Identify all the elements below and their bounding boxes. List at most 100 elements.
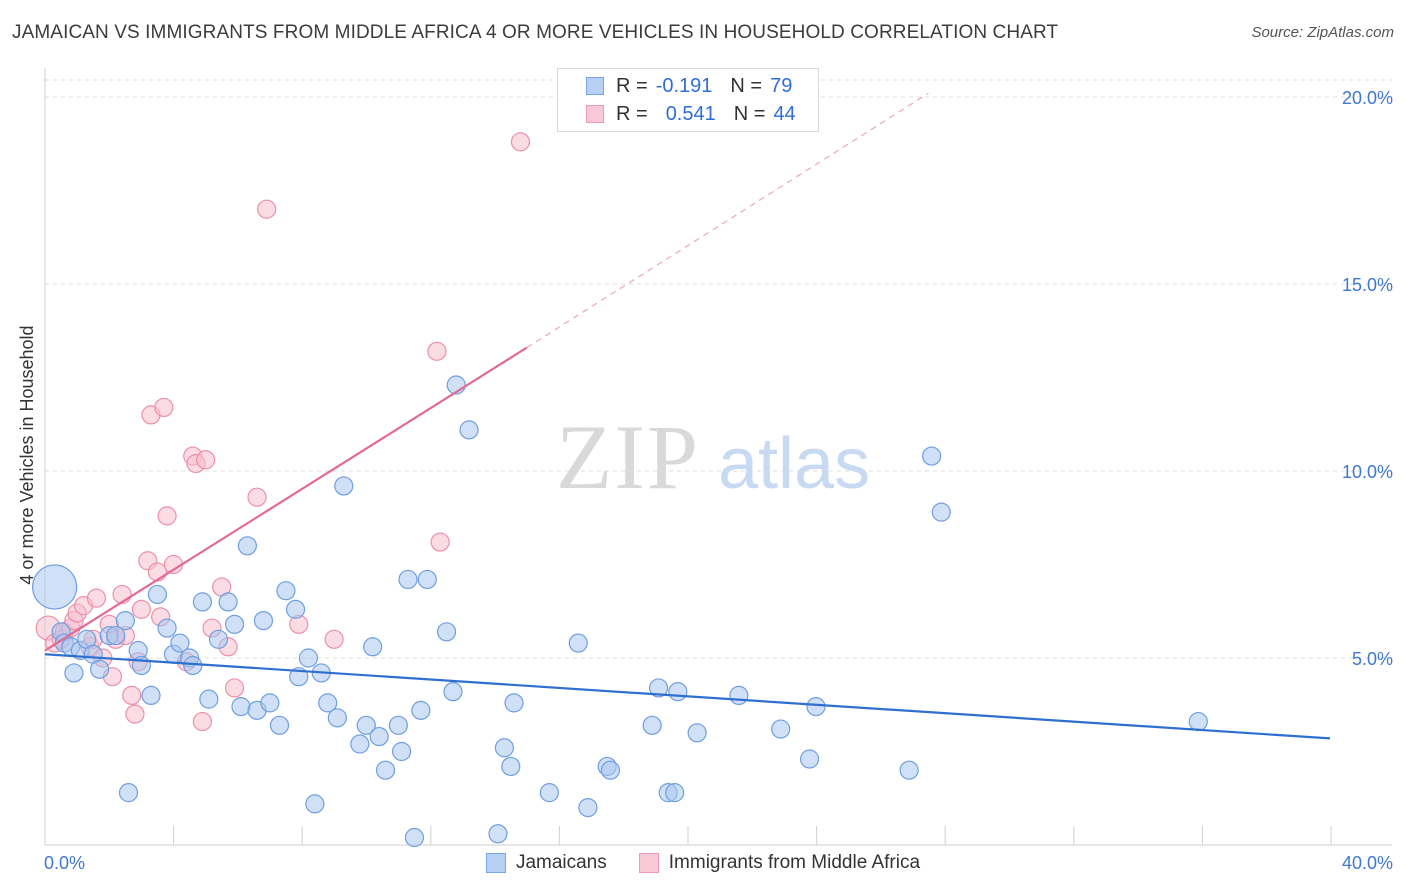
jamaicans-point [539, 783, 559, 803]
jamaicans-point [237, 536, 257, 556]
middle-africa-point [131, 599, 151, 619]
jamaicans-point [208, 629, 229, 649]
middle-africa-point [157, 506, 177, 526]
n-value: 79 [770, 74, 793, 97]
jamaicans-point [183, 655, 203, 676]
jamaicans-point [771, 719, 791, 739]
watermark-zip: ZIP [556, 406, 700, 508]
jamaicans-point [334, 476, 354, 496]
jamaicans-point [253, 610, 274, 631]
jamaicans-point [106, 625, 126, 646]
jamaicans-point [931, 502, 951, 522]
jamaicans-point [199, 689, 219, 709]
jamaicans-point [363, 637, 383, 657]
y-tick-label: 20.0% [1342, 88, 1393, 108]
jamaicans-point [115, 610, 135, 631]
middle-africa-point [86, 588, 107, 608]
source-credit: Source: ZipAtlas.com [1251, 24, 1394, 41]
middle-africa-point [257, 199, 277, 219]
middle-africa-point [324, 629, 344, 649]
jamaicans-point [32, 564, 78, 610]
x-tick-label-max: 40.0% [1342, 853, 1393, 873]
chart-title: JAMAICAN VS IMMIGRANTS FROM MIDDLE AFRIC… [12, 22, 1059, 43]
jamaicans-point [600, 760, 621, 780]
jamaicans-point [578, 797, 598, 818]
jamaicans-point [192, 592, 213, 612]
jamaicans-point [648, 678, 669, 698]
jamaicans-point [642, 715, 662, 735]
n-label: N = [730, 74, 763, 97]
jamaicans-point [147, 584, 168, 605]
legend-row-middle-africa: R = 0.541 N = 44 [586, 101, 796, 127]
jamaicans-point [141, 685, 161, 706]
jamaicans-point [356, 715, 376, 735]
y-tick-label: 15.0% [1342, 275, 1393, 295]
r-value: 0.541 [665, 102, 716, 125]
middle-africa-trend-line [44, 346, 528, 652]
jamaicans-trend-line [44, 653, 1331, 740]
jamaicans-point [398, 569, 418, 590]
middle-africa-point [125, 704, 145, 724]
jamaicans-point [218, 592, 238, 612]
series-legend: Jamaicans Immigrants from Middle Africa [0, 852, 1406, 874]
jamaicans-point [459, 420, 479, 440]
jamaicans-point [436, 622, 457, 642]
jamaicans-point [224, 614, 245, 634]
jamaicans-point [443, 682, 463, 702]
middle-africa-point [147, 562, 168, 582]
y-tick-label: 5.0% [1352, 649, 1393, 669]
middle-africa-point [510, 132, 531, 152]
middle-africa-trend-extension [526, 92, 929, 349]
jamaicans-point [64, 663, 84, 683]
middle-africa-point [122, 685, 142, 706]
x-tick-label-min: 0.0% [44, 853, 85, 873]
legend-item-middle-africa[interactable]: Immigrants from Middle Africa [638, 852, 921, 874]
jamaicans-point [388, 715, 408, 735]
jamaicans-point [568, 633, 588, 653]
watermark: ZIP atlas [556, 406, 870, 508]
axes [44, 68, 1392, 846]
r-label: R = [616, 74, 648, 97]
jamaicans-point [729, 685, 749, 706]
jamaicans-point [269, 715, 290, 735]
n-value: 44 [773, 102, 796, 125]
legend-swatch-blue [485, 853, 506, 873]
jamaicans-point [327, 708, 347, 728]
middle-africa-point [430, 532, 450, 552]
n-label: N = [733, 102, 766, 125]
jamaicans-point [687, 723, 707, 743]
jamaicans-point [231, 697, 251, 717]
y-tick-labels: 5.0% 10.0% 15.0% 20.0% [1342, 88, 1393, 669]
middle-africa-point [196, 450, 216, 470]
r-label: R = [616, 102, 648, 125]
jamaicans-point [375, 760, 396, 780]
jamaicans-point [170, 633, 190, 653]
jamaicans-point [668, 682, 688, 702]
jamaicans-point [922, 446, 942, 466]
correlation-legend: R = -0.191 N = 79 R = 0.541 N = 44 [557, 68, 819, 132]
jamaicans-point [305, 794, 325, 814]
jamaicans-point [298, 648, 319, 668]
y-axis-label: 4 or more Vehicles in Household [17, 325, 37, 584]
watermark-atlas: atlas [718, 424, 870, 504]
jamaicans-point [350, 734, 370, 754]
middle-africa-point [427, 341, 447, 361]
legend-swatch-pink [586, 105, 604, 123]
legend-item-jamaicans[interactable]: Jamaicans [485, 852, 607, 874]
middle-africa-point [192, 711, 213, 732]
jamaicans-point [799, 749, 820, 769]
legend-row-jamaicans: R = -0.191 N = 79 [586, 73, 792, 99]
legend-label-jamaicans: Jamaicans [515, 852, 607, 873]
jamaicans-point [157, 618, 177, 638]
middle-africa-point [154, 397, 174, 418]
jamaicans-point [488, 824, 508, 844]
r-value: -0.191 [655, 74, 713, 97]
middle-africa-point [247, 487, 267, 507]
jamaicans-point [665, 783, 685, 803]
jamaicans-point [276, 581, 296, 601]
jamaicans-point [118, 783, 139, 803]
legend-label-middle-africa: Immigrants from Middle Africa [668, 852, 921, 873]
middle-africa-point [112, 584, 132, 605]
grid-lines [45, 79, 1392, 659]
legend-swatch-pink [638, 853, 659, 873]
